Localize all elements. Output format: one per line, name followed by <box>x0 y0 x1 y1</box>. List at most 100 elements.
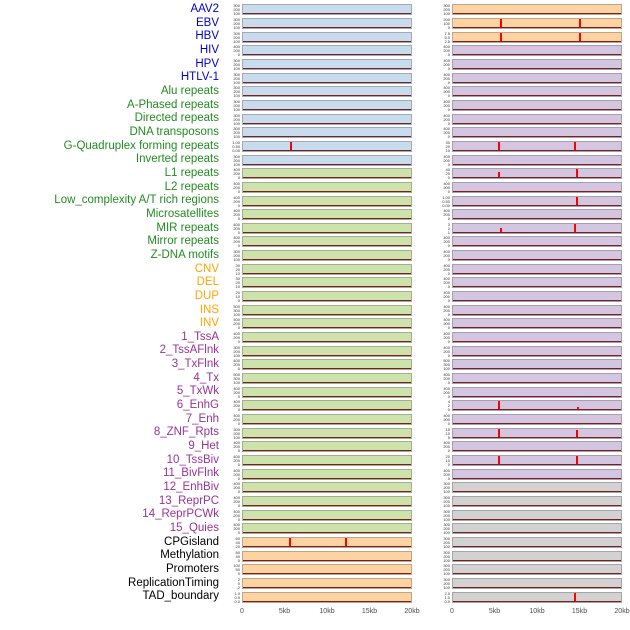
y-tick-label: 200 <box>233 7 240 13</box>
track-row: HIV 400 200 0 400 200 0 <box>0 44 630 58</box>
y-tick-label: 300 <box>233 154 240 159</box>
y-tick-label: 300 <box>443 536 450 541</box>
y-tick-label: 400 <box>233 441 240 446</box>
track-label: CNV <box>194 262 219 275</box>
y-tick-label: 100 <box>233 38 240 43</box>
left-track-panel <box>242 509 412 521</box>
track-label: DEL <box>196 276 219 289</box>
x-tick-label: 15kb <box>361 607 378 615</box>
track-label: ReplicationTiming <box>128 576 219 589</box>
y-tick-label: 300 <box>443 509 450 514</box>
y-tick-label: 10 <box>235 294 240 300</box>
left-track-panel <box>242 154 412 166</box>
track-row: INV 400 200 0 400 200 0 <box>0 317 630 331</box>
left-track-panel <box>242 31 412 43</box>
y-tick-label: 0 <box>447 257 450 262</box>
y-tick-label: 500 <box>233 304 240 309</box>
right-track-panel <box>452 99 622 111</box>
right-track-panel <box>452 577 622 589</box>
y-tick-label: 200 <box>443 526 450 532</box>
x-tick-label: 15kb <box>571 607 588 615</box>
y-tick-label: 200 <box>233 157 240 163</box>
right-track-panel <box>452 454 622 466</box>
left-track-panel <box>242 345 412 357</box>
y-tick-label: 0 <box>237 216 240 221</box>
y-tick-label: 100 <box>233 120 240 125</box>
y-tick-label: 100 <box>443 571 450 576</box>
track-row: Microsatellites 400 200 0 400 200 0 <box>0 208 630 222</box>
right-panel-yticks: 3002001000 <box>434 510 452 521</box>
signal-spike <box>575 196 578 205</box>
right-panel-yticks: 3002001000 <box>434 537 452 548</box>
right-panel-yticks: 400 200 0 <box>434 45 452 56</box>
track-label: 3_TxFlnk <box>171 358 219 371</box>
right-panel-yticks: 400 200 0 <box>434 332 452 343</box>
y-tick-label: 1.00 <box>442 195 450 200</box>
y-tick-label: 0 <box>237 502 240 507</box>
signal-spike <box>498 171 501 178</box>
y-tick-label: 80 <box>235 550 240 555</box>
y-tick-label: 0 <box>447 216 450 221</box>
y-tick-label: 200 <box>443 307 450 313</box>
y-tick-label: 200 <box>233 471 240 477</box>
left-track-panel <box>242 99 412 111</box>
y-tick-label: 2 <box>237 577 240 582</box>
left-track-panel <box>242 17 412 29</box>
x-axis-left: 0 5kb 10kb 15kb 20kb <box>240 604 420 620</box>
y-tick-label: 100 <box>443 11 450 16</box>
y-tick-label: 0 <box>447 461 450 466</box>
left-panel-yticks: 3002001000 <box>224 32 242 43</box>
y-tick-label: 0 <box>447 380 450 385</box>
x-tick-label: 5kb <box>278 607 291 615</box>
right-track-panel <box>452 495 622 507</box>
track-label: 8_ZNF_Rpts <box>153 426 219 439</box>
left-track-panel <box>242 318 412 330</box>
axis-spacer <box>0 604 224 620</box>
track-label: HIV <box>199 44 219 57</box>
left-track-panel <box>242 536 412 548</box>
track-label: Promoters <box>165 562 219 575</box>
y-tick-label: 300 <box>233 58 240 63</box>
y-tick-label: 200 <box>443 485 450 491</box>
left-panel-yticks: 3002001000 <box>224 100 242 111</box>
signal-spike <box>573 592 576 601</box>
right-track-panel <box>452 509 622 521</box>
left-panel-yticks: 400 200 0 <box>224 168 242 179</box>
left-track-panel <box>242 414 412 426</box>
y-tick-label: 20 <box>445 454 450 459</box>
y-tick-label: 200 <box>233 102 240 108</box>
right-panel-yticks: 3002001000 <box>434 551 452 562</box>
y-tick-label: 0 <box>447 52 450 57</box>
left-track-panel <box>242 386 412 398</box>
y-tick-label: 200 <box>443 130 450 136</box>
y-tick-label: 300 <box>443 495 450 500</box>
track-row: 11_BivFlnk 400 200 0 400 200 0 <box>0 467 630 481</box>
y-tick-label: 0 <box>237 421 240 426</box>
y-tick-label: 0 <box>447 352 450 357</box>
y-tick-label: 200 <box>443 580 450 586</box>
y-tick-label: 0 <box>237 407 240 412</box>
y-tick-label: 0 <box>237 52 240 57</box>
y-tick-label: 300 <box>443 577 450 582</box>
y-tick-label: 200 <box>443 116 450 122</box>
y-tick-label: 100 <box>233 380 240 385</box>
y-tick-label: 200 <box>443 321 450 327</box>
y-tick-label: 400 <box>233 236 240 241</box>
y-tick-label: 400 <box>233 359 240 364</box>
y-tick-label: 200 <box>233 457 240 463</box>
left-panel-yticks: 3002001000 <box>224 18 242 29</box>
y-tick-label: 400 <box>443 263 450 268</box>
y-tick-label: 400 <box>443 209 450 214</box>
y-tick-label: 30 <box>235 277 240 282</box>
track-label: L2 repeats <box>164 180 219 193</box>
y-tick-label: 400 <box>443 236 450 241</box>
left-panel-yticks: 400 200 0 <box>224 196 242 207</box>
x-tick-label: 0 <box>240 607 244 615</box>
y-tick-label: 300 <box>233 427 240 432</box>
signal-spike <box>575 169 578 178</box>
y-tick-label: 0 <box>237 489 240 494</box>
left-track-panel <box>242 373 412 385</box>
